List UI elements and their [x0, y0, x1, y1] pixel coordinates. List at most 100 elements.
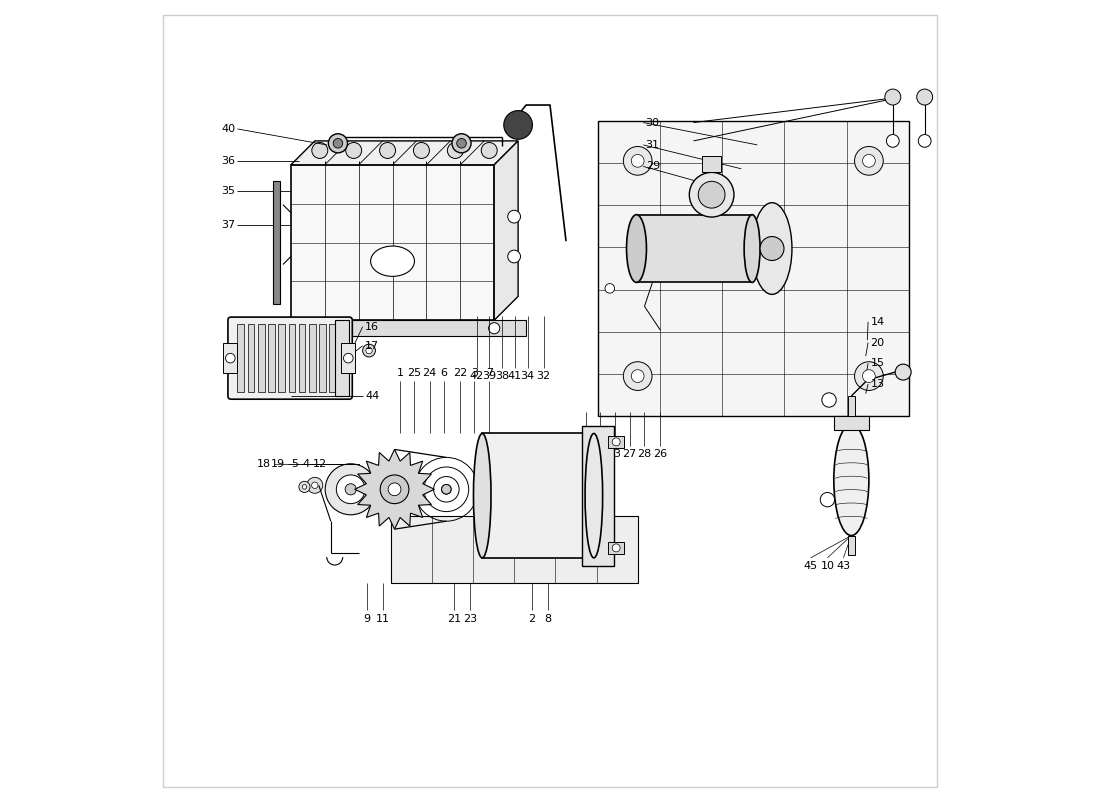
- Text: 44: 44: [365, 391, 380, 401]
- Circle shape: [918, 134, 931, 147]
- FancyBboxPatch shape: [228, 317, 352, 399]
- Circle shape: [631, 370, 645, 382]
- Circle shape: [456, 138, 466, 148]
- Circle shape: [448, 142, 463, 158]
- Circle shape: [605, 284, 615, 293]
- Polygon shape: [290, 141, 518, 165]
- Text: 34: 34: [593, 450, 607, 459]
- Text: 28: 28: [637, 450, 651, 459]
- Text: 17: 17: [365, 341, 380, 350]
- Circle shape: [690, 172, 734, 217]
- Text: 3: 3: [471, 368, 477, 378]
- Circle shape: [916, 89, 933, 105]
- Text: 31: 31: [646, 140, 660, 150]
- Bar: [608, 542, 624, 554]
- Bar: [299, 324, 306, 392]
- Circle shape: [441, 485, 451, 494]
- Circle shape: [862, 370, 876, 382]
- Text: 9: 9: [363, 614, 371, 624]
- Circle shape: [307, 478, 322, 494]
- Ellipse shape: [371, 246, 415, 276]
- Circle shape: [388, 483, 400, 496]
- Circle shape: [855, 362, 883, 390]
- Circle shape: [862, 154, 876, 167]
- Text: 22: 22: [453, 368, 468, 378]
- Circle shape: [481, 142, 497, 158]
- Circle shape: [624, 362, 652, 390]
- Text: 11: 11: [375, 614, 389, 624]
- Bar: [248, 324, 254, 392]
- Text: 20: 20: [870, 338, 884, 347]
- Text: 40: 40: [221, 124, 235, 134]
- Text: 41: 41: [508, 371, 522, 382]
- Circle shape: [855, 146, 883, 175]
- Bar: [637, 214, 752, 282]
- Circle shape: [414, 142, 429, 158]
- Bar: [482, 434, 594, 558]
- Circle shape: [760, 237, 784, 261]
- Circle shape: [311, 142, 328, 158]
- Text: 10: 10: [821, 561, 835, 571]
- Ellipse shape: [752, 202, 792, 294]
- Circle shape: [299, 482, 310, 493]
- Bar: [329, 324, 336, 392]
- Text: 25: 25: [407, 368, 421, 378]
- Text: 45: 45: [804, 561, 817, 571]
- Circle shape: [884, 89, 901, 105]
- Circle shape: [895, 364, 911, 380]
- Circle shape: [345, 142, 362, 158]
- Circle shape: [613, 438, 620, 446]
- Text: 2: 2: [528, 614, 536, 624]
- Polygon shape: [354, 450, 434, 529]
- Bar: [257, 324, 264, 392]
- Circle shape: [343, 354, 353, 363]
- Bar: [283, 320, 526, 336]
- Circle shape: [366, 347, 372, 354]
- Text: 6: 6: [440, 368, 448, 378]
- Circle shape: [329, 134, 348, 153]
- Circle shape: [698, 182, 725, 208]
- Circle shape: [822, 393, 836, 407]
- Text: 23: 23: [463, 614, 477, 624]
- Polygon shape: [494, 141, 518, 320]
- Ellipse shape: [834, 424, 869, 535]
- Circle shape: [613, 544, 620, 552]
- Text: 27: 27: [623, 450, 637, 459]
- Ellipse shape: [627, 214, 647, 282]
- Text: 30: 30: [646, 118, 660, 127]
- Bar: [597, 121, 909, 416]
- Circle shape: [309, 322, 320, 334]
- Circle shape: [337, 475, 365, 504]
- Bar: [288, 324, 295, 392]
- Bar: [319, 324, 326, 392]
- Text: 19: 19: [271, 458, 285, 469]
- Bar: [223, 343, 238, 374]
- Text: 12: 12: [312, 458, 327, 469]
- Text: 16: 16: [365, 322, 380, 332]
- Text: 42: 42: [470, 371, 484, 382]
- Text: 26: 26: [653, 450, 667, 459]
- Bar: [834, 416, 869, 430]
- Bar: [278, 324, 285, 392]
- Text: 4: 4: [302, 458, 310, 469]
- Text: 33: 33: [607, 450, 621, 459]
- Circle shape: [311, 482, 318, 489]
- Text: 41: 41: [579, 450, 593, 459]
- Bar: [582, 426, 614, 566]
- Bar: [390, 515, 638, 583]
- Text: 1: 1: [397, 368, 404, 378]
- Bar: [268, 324, 275, 392]
- Text: 38: 38: [495, 371, 509, 382]
- Text: 18: 18: [256, 458, 271, 469]
- Text: 34: 34: [520, 371, 535, 382]
- Text: 13: 13: [870, 379, 884, 389]
- Circle shape: [452, 134, 471, 153]
- Text: 37: 37: [221, 220, 235, 230]
- Circle shape: [345, 484, 356, 495]
- Bar: [702, 157, 722, 172]
- Polygon shape: [274, 181, 279, 304]
- Text: 29: 29: [646, 162, 660, 171]
- Bar: [309, 324, 316, 392]
- Bar: [608, 436, 624, 448]
- Circle shape: [379, 142, 396, 158]
